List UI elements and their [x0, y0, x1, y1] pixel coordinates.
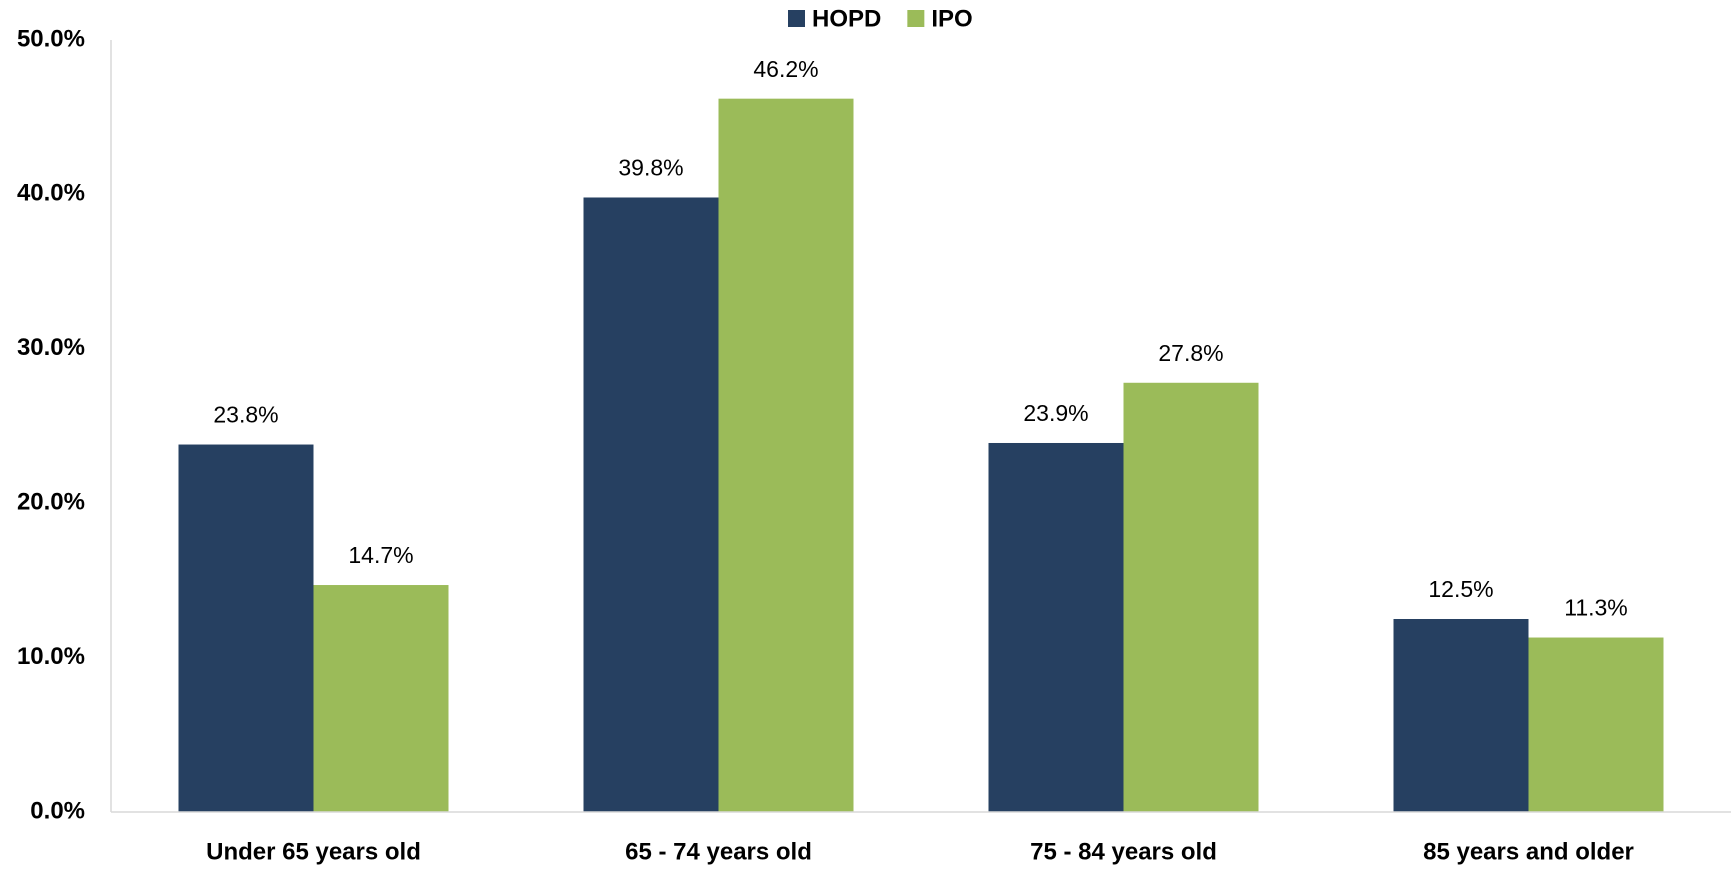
data-label: 23.9%	[1023, 400, 1088, 426]
bar	[988, 442, 1124, 812]
data-label: 46.2%	[753, 56, 818, 82]
y-tick-label: 30.0%	[17, 334, 85, 361]
x-tick-label: 85 years and older	[1423, 838, 1634, 865]
data-label: 39.8%	[618, 155, 683, 181]
data-label: 27.8%	[1158, 340, 1223, 366]
data-label: 12.5%	[1428, 576, 1493, 602]
data-label: 14.7%	[348, 542, 413, 568]
legend-swatch	[788, 10, 805, 27]
bar	[1393, 619, 1529, 812]
y-tick-label: 20.0%	[17, 489, 85, 516]
legend-label: IPO	[931, 5, 972, 32]
legend-swatch	[907, 10, 925, 27]
bar	[1123, 382, 1259, 812]
legend-label: HOPD	[812, 5, 881, 32]
bar	[178, 444, 314, 812]
x-tick-label: 65 - 74 years old	[625, 838, 812, 865]
bar	[1528, 637, 1664, 812]
y-tick-label: 50.0%	[17, 25, 85, 52]
x-tick-label: 75 - 84 years old	[1030, 838, 1217, 865]
bar	[583, 197, 719, 812]
data-label: 11.3%	[1564, 595, 1628, 621]
y-tick-label: 40.0%	[17, 180, 85, 207]
bar	[313, 585, 449, 812]
data-label: 23.8%	[213, 402, 278, 428]
bar	[718, 98, 854, 812]
y-tick-label: 0.0%	[30, 797, 85, 824]
y-tick-label: 10.0%	[17, 643, 85, 670]
x-tick-label: Under 65 years old	[206, 838, 421, 865]
